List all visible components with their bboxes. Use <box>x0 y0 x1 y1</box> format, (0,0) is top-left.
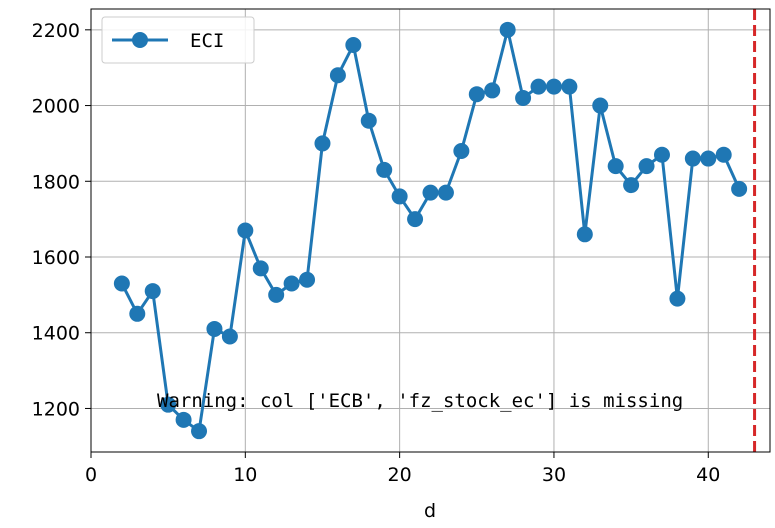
y-tick-label: 1200 <box>32 398 80 420</box>
data-point <box>376 161 393 178</box>
data-point <box>144 283 161 300</box>
data-point <box>453 142 470 159</box>
legend-label: ECI <box>190 30 224 52</box>
data-point <box>638 158 655 175</box>
data-point <box>530 78 547 95</box>
legend-marker <box>132 32 148 48</box>
data-point <box>175 411 192 428</box>
data-point <box>407 211 424 228</box>
data-point <box>206 320 223 337</box>
data-point <box>731 180 748 197</box>
tick-labels: 0 10 20 30 40 1200 1400 1600 1800 2000 2200 <box>32 20 721 486</box>
grid <box>90 9 770 452</box>
plot-frame <box>90 8 771 453</box>
data-point <box>160 396 177 413</box>
data-point <box>329 67 346 84</box>
x-axis-label: d <box>424 500 436 522</box>
y-tick-label: 1400 <box>32 323 80 345</box>
data-point <box>268 286 285 303</box>
warning-annotation: Warning: col ['ECB', 'fz_stock_ec'] is m… <box>157 390 683 412</box>
data-point <box>576 226 593 243</box>
data-point <box>607 158 624 175</box>
data-point <box>515 89 532 106</box>
data-point <box>684 150 701 167</box>
data-point <box>221 328 238 345</box>
data-point <box>561 78 578 95</box>
x-tick-label: 20 <box>388 464 412 486</box>
y-tick-label: 2000 <box>32 96 80 118</box>
data-point <box>237 222 254 239</box>
data-point <box>360 112 377 129</box>
data-point <box>129 305 146 322</box>
series-layer <box>113 21 748 440</box>
data-point <box>623 177 640 194</box>
data-point <box>700 150 717 167</box>
data-point <box>314 135 331 152</box>
x-tick-label: 10 <box>233 464 257 486</box>
data-point <box>653 146 670 163</box>
data-point <box>592 97 609 114</box>
data-point <box>299 271 316 288</box>
y-tick-label: 1600 <box>32 247 80 269</box>
legend-box <box>101 16 255 64</box>
data-point <box>484 82 501 99</box>
data-point <box>191 423 208 440</box>
legend: ECI <box>101 16 255 64</box>
x-tick-label: 0 <box>85 464 97 486</box>
data-point <box>669 290 686 307</box>
data-point <box>422 184 439 201</box>
x-tick-label: 40 <box>696 464 720 486</box>
axes <box>85 8 771 458</box>
data-point <box>468 86 485 103</box>
data-point <box>345 36 362 53</box>
x-tick-label: 30 <box>542 464 566 486</box>
data-point <box>252 260 269 277</box>
y-tick-label: 2200 <box>32 20 80 42</box>
data-point <box>499 21 516 38</box>
series-line-eci <box>120 28 741 433</box>
data-point <box>113 275 130 292</box>
data-point <box>715 146 732 163</box>
data-point <box>283 275 300 292</box>
data-point <box>437 184 454 201</box>
data-point <box>391 188 408 205</box>
y-tick-label: 1800 <box>32 171 80 193</box>
data-point <box>545 78 562 95</box>
